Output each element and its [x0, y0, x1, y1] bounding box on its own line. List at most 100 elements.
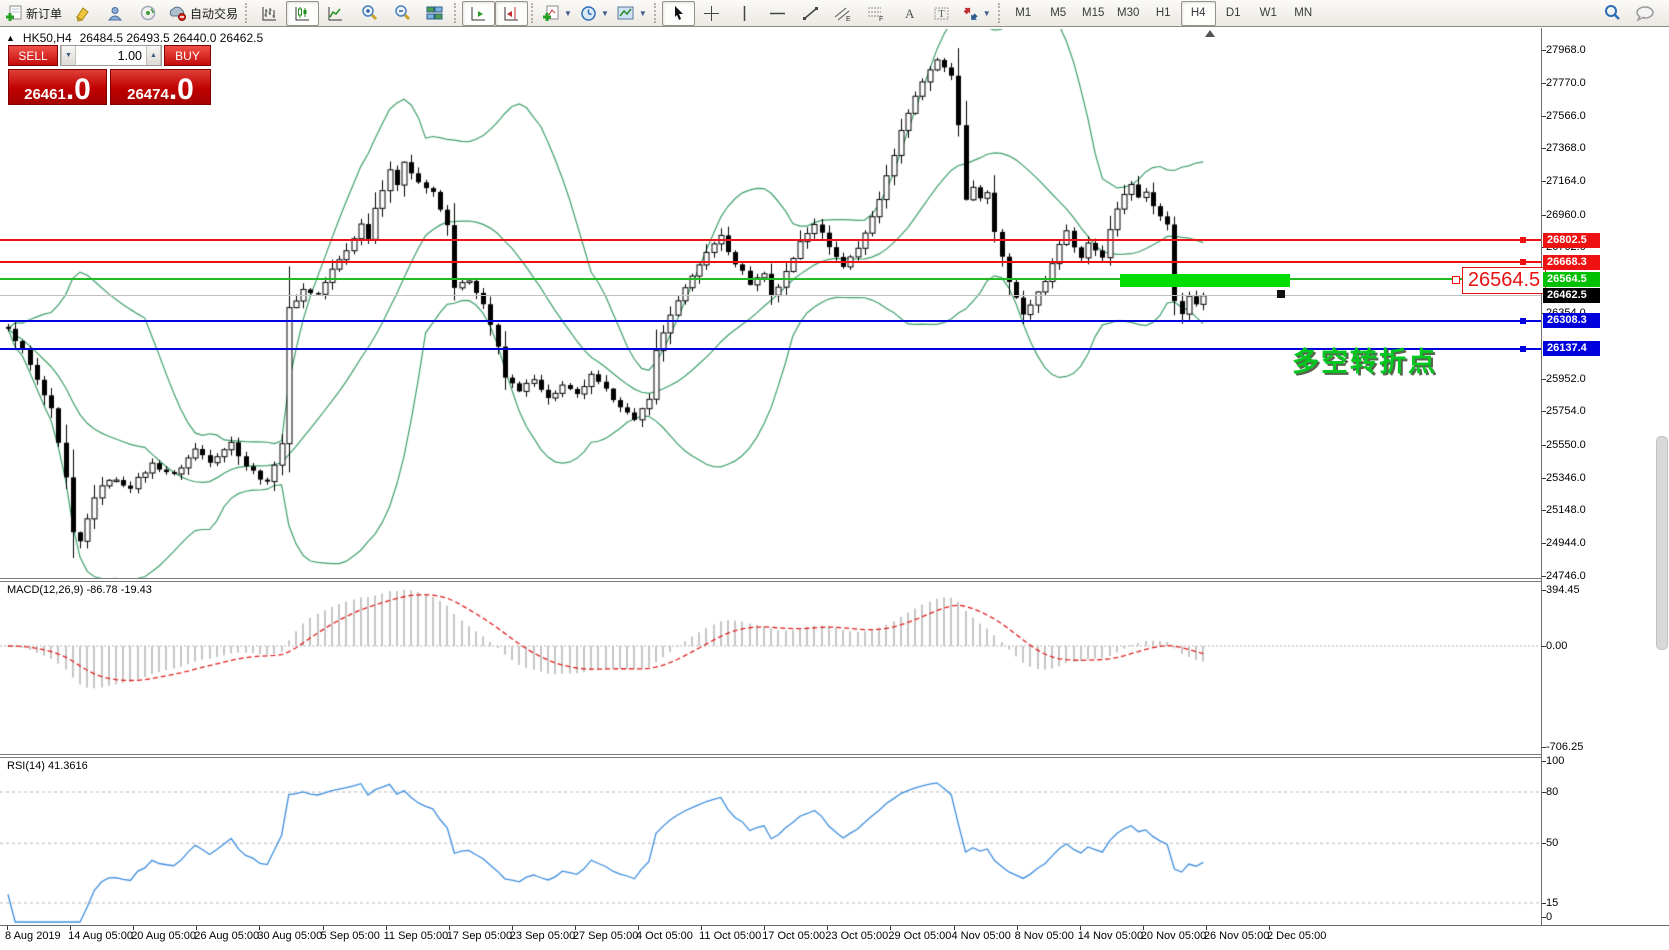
- symbol-timeframe: HK50,H4: [22, 31, 72, 45]
- timeframe-button-m1[interactable]: M1: [1015, 7, 1032, 19]
- zoom-in-button[interactable]: [352, 1, 385, 26]
- toolbar-grip: [997, 3, 1001, 23]
- sell-button[interactable]: SELL: [8, 45, 58, 66]
- person-icon: [107, 5, 124, 22]
- price-callout-label[interactable]: 26564.5: [1462, 267, 1546, 294]
- collapse-triangle-icon[interactable]: ▲: [6, 33, 15, 43]
- svg-text:T: T: [939, 9, 945, 20]
- timeframe-button-m30[interactable]: M30: [1117, 7, 1140, 19]
- auto-trading-button[interactable]: 自动交易: [165, 1, 242, 26]
- indicator-add-icon: [543, 5, 560, 22]
- svg-text:A: A: [905, 6, 915, 21]
- shift-chart-button[interactable]: [495, 0, 529, 26]
- signals-button[interactable]: [132, 1, 165, 26]
- line-chart-button[interactable]: [319, 1, 352, 26]
- chinese-annotation-text[interactable]: 多空转折点: [1292, 347, 1437, 377]
- trendline-button[interactable]: [794, 1, 827, 26]
- zoom-in-icon: [360, 4, 378, 22]
- chevron-down-icon: ▼: [982, 8, 991, 18]
- auto-scroll-button[interactable]: [462, 0, 496, 26]
- volume-increase-button[interactable]: ▲: [146, 46, 161, 65]
- marker-button[interactable]: [66, 1, 99, 26]
- time-axis-border: [0, 925, 1669, 926]
- horizontal-line-icon: [769, 6, 786, 21]
- periods-button[interactable]: ▼: [576, 1, 613, 26]
- timeframe-button-h1[interactable]: H1: [1155, 7, 1171, 19]
- fibonacci-button[interactable]: F: [860, 1, 893, 26]
- ohlc-values: 26484.5 26493.5 26440.0 26462.5: [79, 31, 264, 45]
- zoom-out-icon: [393, 4, 411, 22]
- vertical-line-icon: [737, 5, 752, 22]
- profile-button[interactable]: [99, 1, 132, 26]
- tile-windows-icon: [426, 5, 443, 22]
- buy-price-display[interactable]: 26474 .0: [110, 69, 211, 105]
- bar-chart-button[interactable]: [253, 1, 286, 26]
- price-axis-border: [1541, 28, 1542, 925]
- auto-trading-icon: [169, 5, 187, 22]
- chat-icon: [1635, 5, 1655, 22]
- cursor-button[interactable]: [661, 0, 695, 26]
- sell-price-int: 26461: [24, 86, 66, 103]
- pane-separator-rsi[interactable]: [0, 754, 1541, 758]
- candlestick-icon: [294, 5, 311, 22]
- timeframe-toolbar: M1 M5 M15 M30 H1 H4 D1 W1 MN: [1006, 0, 1321, 26]
- price-callout-handle[interactable]: [1452, 276, 1460, 284]
- tile-windows-button[interactable]: [418, 1, 451, 26]
- timeframe-button-mn[interactable]: MN: [1294, 7, 1313, 19]
- chevron-down-icon: ▼: [638, 8, 647, 18]
- arrows-button[interactable]: ▼: [959, 1, 995, 26]
- new-order-icon: [6, 5, 23, 22]
- sell-price-pips: .0: [65, 73, 91, 106]
- cursor-icon: [671, 5, 686, 21]
- volume-decrease-button[interactable]: ▼: [61, 46, 76, 65]
- clock-icon: [580, 5, 597, 22]
- indicators-button[interactable]: ▼: [539, 1, 576, 26]
- bar-chart-icon: [261, 5, 278, 22]
- buy-price-pips: .0: [168, 73, 194, 106]
- chart-shift-marker-icon[interactable]: [1205, 30, 1215, 37]
- zoom-out-button[interactable]: [385, 1, 418, 26]
- chart-title-line: ▲ HK50,H4 26484.5 26493.5 26440.0 26462.…: [6, 31, 263, 45]
- label-button[interactable]: T: [926, 1, 959, 26]
- chevron-down-icon: ▼: [564, 8, 572, 18]
- volume-spinner: ▼ ▲: [60, 45, 162, 66]
- macd-pane-label: MACD(12,26,9) -86.78 -19.43: [7, 584, 152, 596]
- green-highlight-band[interactable]: [1120, 274, 1290, 287]
- horizontal-line-button[interactable]: [761, 1, 794, 26]
- channel-button[interactable]: E: [827, 1, 860, 26]
- crosshair-icon: [703, 5, 720, 22]
- toolbar-grip: [653, 3, 657, 23]
- vertical-line-button[interactable]: [728, 1, 761, 26]
- text-icon: A: [902, 5, 917, 21]
- chart-window: 27968.0 27770.0 27566.0 27368.0 27164.0 26960…: [0, 28, 1669, 950]
- timeframe-button-d1[interactable]: D1: [1225, 7, 1241, 19]
- candlestick-button[interactable]: [286, 0, 320, 26]
- chevron-down-icon: ▼: [600, 8, 609, 18]
- timeframe-button-m15[interactable]: M15: [1082, 7, 1105, 19]
- search-button[interactable]: [1595, 1, 1628, 26]
- timeframe-button-w1[interactable]: W1: [1259, 7, 1277, 19]
- chat-button[interactable]: [1628, 1, 1661, 26]
- buy-button[interactable]: BUY: [164, 45, 211, 66]
- scrollbar-thumb[interactable]: [1656, 436, 1668, 650]
- rsi-pane-label: RSI(14) 41.3616: [7, 760, 88, 772]
- volume-input[interactable]: [76, 46, 146, 65]
- svg-text:F: F: [879, 16, 883, 22]
- crosshair-button[interactable]: [695, 1, 728, 26]
- price-chart-canvas[interactable]: [0, 28, 1669, 950]
- one-click-trading-panel: SELL ▼ ▲ BUY 26461 .0 26474 .0: [8, 45, 211, 105]
- text-label-icon: T: [933, 5, 951, 22]
- pane-separator-macd[interactable]: [0, 578, 1541, 582]
- shift-chart-icon: [503, 5, 520, 22]
- timeframe-button-h4[interactable]: H4: [1180, 0, 1216, 26]
- new-order-button[interactable]: 新订单: [2, 1, 66, 26]
- channel-icon: E: [834, 5, 852, 22]
- text-button[interactable]: A: [893, 1, 926, 26]
- object-anchor-marker[interactable]: [1277, 290, 1285, 298]
- templates-button[interactable]: ▼: [613, 1, 651, 26]
- trendline-icon: [802, 5, 819, 22]
- toolbar-grip: [531, 3, 534, 23]
- fibonacci-icon: F: [867, 5, 885, 22]
- sell-price-display[interactable]: 26461 .0: [8, 69, 107, 105]
- timeframe-button-m5[interactable]: M5: [1050, 7, 1067, 19]
